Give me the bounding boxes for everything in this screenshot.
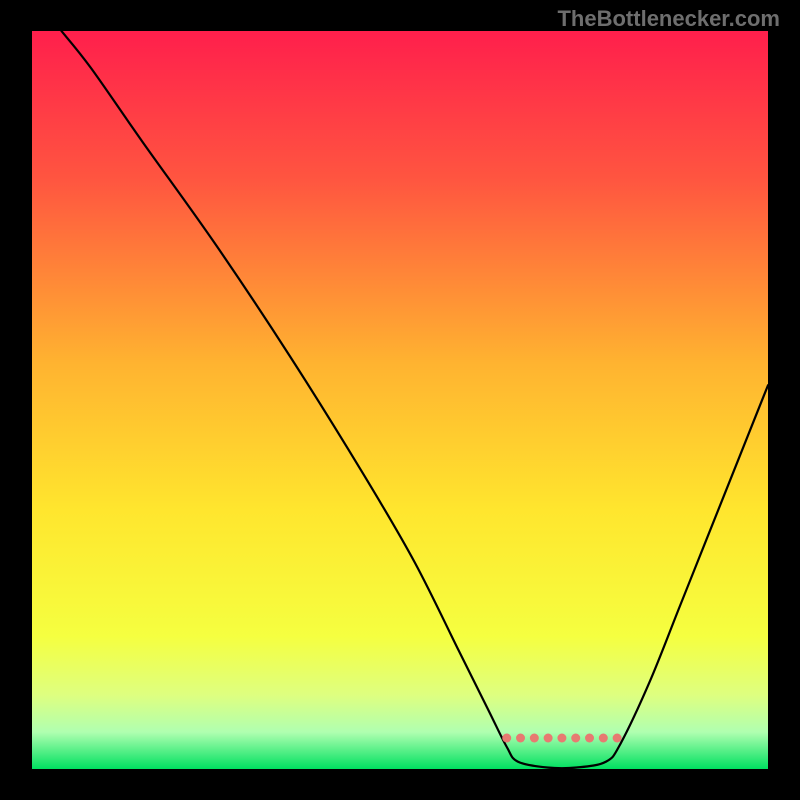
optimal-range-dot: [599, 734, 608, 743]
chart-container: { "type": "line", "canvas": { "width": 8…: [0, 0, 800, 800]
optimal-range-dot: [613, 734, 622, 743]
optimal-range-dot: [585, 734, 594, 743]
optimal-range-dot: [530, 734, 539, 743]
optimal-range-dot: [571, 734, 580, 743]
watermark-label: TheBottlenecker.com: [557, 6, 780, 32]
optimal-range-dot: [502, 734, 511, 743]
optimal-range-dot: [516, 734, 525, 743]
optimal-range-dot: [557, 734, 566, 743]
optimal-range-dot: [544, 734, 553, 743]
optimal-range-markers: [502, 734, 621, 743]
performance-chart: [32, 31, 768, 769]
